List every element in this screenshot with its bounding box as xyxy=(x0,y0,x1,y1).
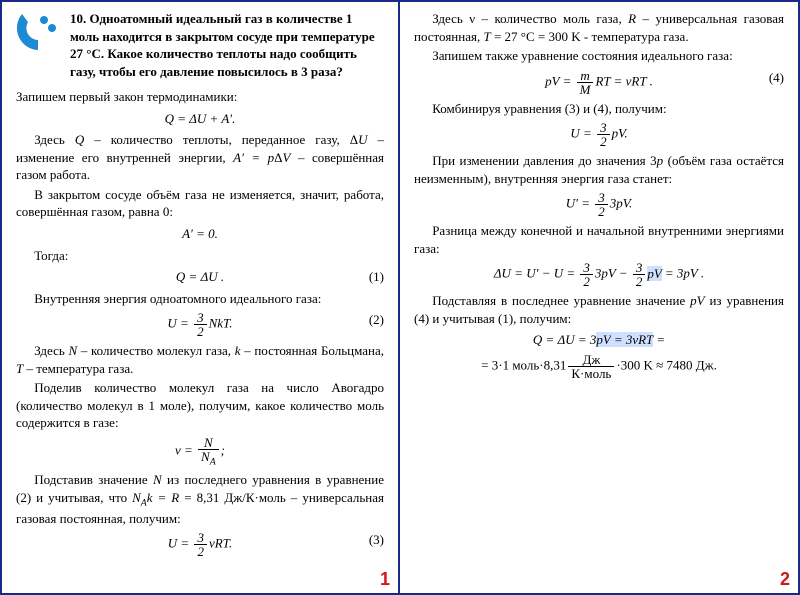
t: – количество молекул газа, xyxy=(77,343,235,358)
t: = 3·1 моль·8,31 xyxy=(481,358,566,373)
text-substitute-n: Подставив значение N из последнего уравн… xyxy=(16,471,384,527)
t: Здесь ν – количество моль газа, xyxy=(432,11,628,26)
t: pV = xyxy=(545,73,574,88)
t: 3 xyxy=(194,311,207,325)
left-column: 10. Одноатомный идеальный газ в количест… xyxy=(2,2,400,593)
page: 10. Одноатомный идеальный газ в количест… xyxy=(0,0,800,595)
t: Подставляя в последнее уравнение значени… xyxy=(432,293,690,308)
eq-first-law: Q = ΔU + A′. xyxy=(16,110,384,128)
eq-numeric: = 3·1 моль·8,31ДжК·моль·300 K ≈ 7480 Дж. xyxy=(414,353,784,380)
t: 3pV − xyxy=(595,266,631,281)
t: N xyxy=(201,449,210,464)
t: NkT. xyxy=(209,316,233,331)
eq-a-zero: A′ = 0. xyxy=(16,225,384,243)
text-combine: Комбинируя уравнения (3) и (4), получим: xyxy=(414,100,784,118)
t: 2 xyxy=(194,325,207,338)
eq-pv-vrt: pV = mMRT = νRT . (4) xyxy=(414,69,784,96)
t: При изменении давления до значения 3 xyxy=(432,153,656,168)
t: M xyxy=(577,83,594,96)
right-column: Здесь ν – количество моль газа, R – унив… xyxy=(400,2,798,593)
t: νRT. xyxy=(209,536,232,551)
problem-statement: 10. Одноатомный идеальный газ в количест… xyxy=(70,10,384,80)
t: 3 xyxy=(633,261,646,275)
t: U = xyxy=(167,316,192,331)
eq-u-nkt: U = 32NkT. (2) xyxy=(16,311,384,338)
t: U = xyxy=(570,126,595,141)
text-diff: Разница между конечной и начальной внутр… xyxy=(414,222,784,257)
t: = 3pV . xyxy=(662,266,704,281)
eq-num-2: (2) xyxy=(369,311,384,329)
t: 3pV. xyxy=(610,196,633,211)
t: U′ = xyxy=(566,196,594,211)
t: 2 xyxy=(194,545,207,558)
text-then: Тогда: xyxy=(16,247,384,265)
text-internal-energy: Внутренняя энергия одноатомного идеально… xyxy=(16,290,384,308)
text-n-k-t: Здесь N – количество молекул газа, k – п… xyxy=(16,342,384,377)
eq-uprime: U′ = 323pV. xyxy=(414,191,784,218)
page-number-left: 1 xyxy=(380,567,390,591)
t: – температура газа. xyxy=(23,361,133,376)
t: k = R xyxy=(147,490,180,505)
t: N xyxy=(198,436,219,450)
page-number-right: 2 xyxy=(780,567,790,591)
t: 3 xyxy=(580,261,593,275)
t: A xyxy=(210,457,216,468)
text-nu-r-t: Здесь ν – количество моль газа, R – унив… xyxy=(414,10,784,45)
eq-num-4: (4) xyxy=(769,69,784,87)
t: pV. xyxy=(612,126,628,141)
eq-num-3: (3) xyxy=(369,531,384,549)
eq-q-du: Q = ΔU . (1) xyxy=(16,268,384,286)
t: 2 xyxy=(633,275,646,288)
t: ΔU = U′ − U = xyxy=(494,266,578,281)
t: 3 xyxy=(194,531,207,545)
t: 2 xyxy=(580,275,593,288)
t: 3 xyxy=(597,121,610,135)
t: U = xyxy=(168,536,193,551)
text-closed-vessel: В закрытом сосуде объём газа не изменяет… xyxy=(16,186,384,221)
t: – постоянная Больцмана, xyxy=(240,343,384,358)
t: pV xyxy=(596,332,610,347)
t: ·300 K ≈ 7480 Дж. xyxy=(616,358,716,373)
t: К·моль xyxy=(568,367,614,380)
eq-nu: ν = NNA; xyxy=(16,436,384,467)
t: pV xyxy=(647,266,661,281)
problem-body: Одноатомный идеальный газ в количестве 1… xyxy=(70,11,375,79)
problem-number: 10. xyxy=(70,11,86,26)
logo-icon xyxy=(16,10,60,54)
t: Подставив значение xyxy=(34,472,153,487)
eq-u-pv: U = 32pV. xyxy=(414,121,784,148)
t: Здесь xyxy=(34,132,75,147)
text-state-eq: Запишем также уравнение состояния идеаль… xyxy=(414,47,784,65)
t: Q = ΔU = 3 xyxy=(533,332,596,347)
t: 3 xyxy=(595,191,608,205)
t: m xyxy=(577,69,594,83)
t: ν = xyxy=(175,443,196,458)
text-3p: При изменении давления до значения 3p (о… xyxy=(414,152,784,187)
text-avogadro: Поделив количество молекул газа на число… xyxy=(16,379,384,432)
t: Здесь xyxy=(34,343,68,358)
problem-block: 10. Одноатомный идеальный газ в количест… xyxy=(16,10,384,80)
t: 2 xyxy=(595,205,608,218)
t: Дж xyxy=(568,353,614,367)
t: RT = νRT . xyxy=(595,73,652,88)
t: = 3νRT xyxy=(611,332,653,347)
text-subst-pv: Подставляя в последнее уравнение значени… xyxy=(414,292,784,327)
eq-num-1: (1) xyxy=(369,268,384,286)
eq-u-vrt: U = 32νRT. (3) xyxy=(16,531,384,558)
text-first-law: Запишем первый закон термодинамики: xyxy=(16,88,384,106)
t: = 27 °C = 300 K - температура газа. xyxy=(491,29,689,44)
t: N xyxy=(132,490,141,505)
t: – количество теплоты, переданное газу, Δ xyxy=(84,132,358,147)
t: Q = ΔU . xyxy=(176,269,224,284)
text-q-du-a: Здесь Q – количество теплоты, переданное… xyxy=(16,131,384,184)
t: = xyxy=(653,332,665,347)
eq-final-q: Q = ΔU = 3pV = 3νRT = xyxy=(414,331,784,349)
t: 2 xyxy=(597,135,610,148)
t: ; xyxy=(221,443,225,458)
eq-deltau: ΔU = U′ − U = 323pV − 32pV = 3pV . xyxy=(414,261,784,288)
